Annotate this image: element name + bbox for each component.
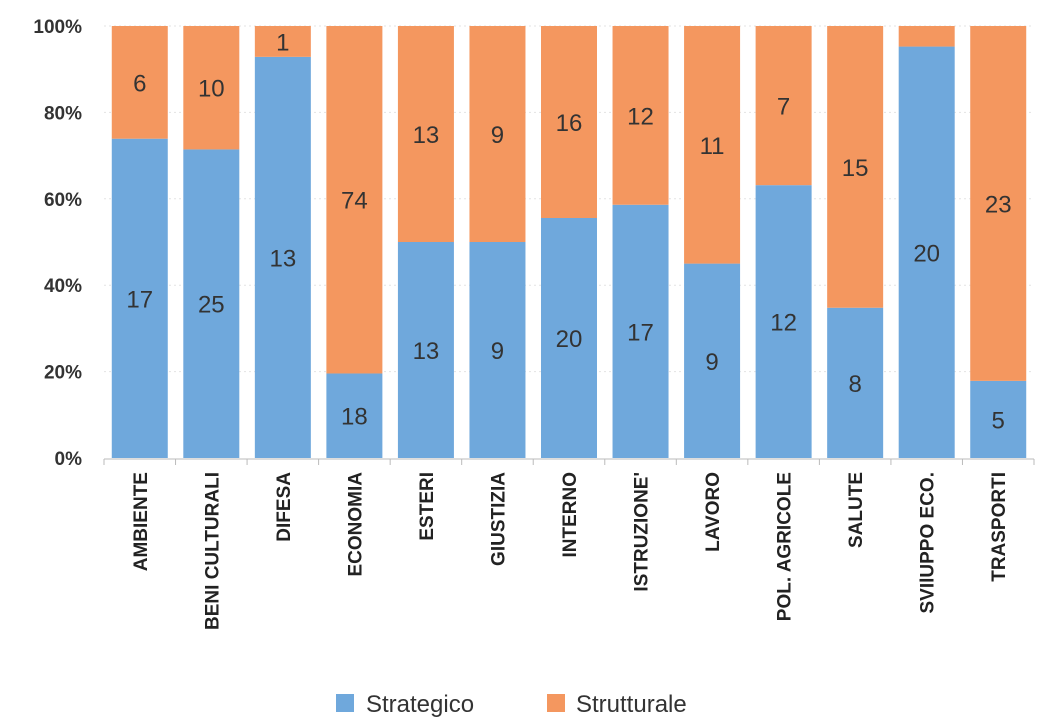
bar-strutturale [111,26,168,139]
bar-strutturale [326,26,383,374]
bar-strutturale [397,26,454,242]
y-tick-label: 0% [55,449,83,470]
bar-strategico [254,56,311,458]
bar-strutturale [898,26,955,47]
data-label-strategico: 5 [992,407,1005,434]
data-label-strutturale: 9 [491,122,504,149]
x-tick-label: INTERNO [560,472,581,558]
data-label-strutturale: 10 [198,76,225,103]
data-label-strutturale: 74 [341,188,368,215]
y-tick-label: 20% [44,363,82,384]
bar-strategico [684,263,741,458]
x-tick-label: SVIlUPPO ECO. [918,472,939,613]
x-tick-label: ISTRUZIONE' [632,472,653,592]
bar-strutturale [612,26,669,205]
data-label-strategico: 18 [341,404,368,431]
x-tick-label: ECONOMIA [345,472,366,577]
legend-label-strutturale: Strutturale [576,691,687,718]
x-tick-label: SALUTE [846,472,867,548]
legend: Strategico Strutturale [336,691,687,718]
x-tick-label: POL. AGRICOLE [775,472,796,621]
x-tick-label: BENI CULTURALI [202,472,223,630]
data-label-strategico: 9 [491,338,504,365]
bars [111,26,1027,458]
data-label-strutturale: 13 [413,122,440,149]
data-label-strutturale: 23 [985,191,1012,218]
bar-strategico [541,218,597,458]
data-label-strategico: 17 [627,319,654,346]
bar-strategico [827,307,884,458]
bar-strutturale [469,26,526,242]
x-tick-label: DIFESA [274,472,295,542]
legend-label-strategico: Strategico [366,691,474,718]
bar-strategico [469,242,526,458]
data-label-strutturale: 1 [276,29,289,56]
y-tick-label: 80% [44,103,82,124]
bar-strategico [111,138,168,458]
bar-strutturale [684,26,741,264]
data-label-strategico: 25 [198,292,225,319]
bar-strutturale [254,26,311,57]
bar-strategico [326,373,383,458]
data-label-strutturale: 15 [842,155,869,182]
y-tick-label: 40% [44,276,82,297]
data-label-strategico: 8 [848,371,861,398]
data-label-strategico: 13 [269,245,296,272]
data-label-strategico: 13 [413,338,440,365]
x-tick-label: GIUSTIZIA [488,472,509,566]
bar-strategico [755,185,812,458]
data-label-strutturale: 12 [627,103,654,130]
legend-swatch-strategico [336,694,354,712]
x-tick-label: ESTERI [417,472,438,541]
bar-strategico [183,149,240,458]
data-label-strategico: 20 [556,326,583,353]
bar-strutturale [541,26,597,218]
data-labels: 17 6 25 10 13 1 18 74 13 13 9 9 20 16 17 12 9 11 12 7 8 15 20 5… [126,29,1011,434]
data-label-strutturale: 6 [133,70,146,97]
axes: 0% 20% 40% 60% 80% 100% AMBIENTE BENI CULTURALI… [33,17,1035,630]
data-label-strategico: 20 [913,240,940,267]
bar-strategico [970,380,1027,458]
x-tick-label: AMBIENTE [131,472,152,571]
data-label-strutturale: 7 [777,94,790,121]
x-tick-label: LAVORO [703,472,724,552]
legend-swatch-strutturale [547,694,565,712]
bar-strategico [397,242,454,458]
bar-strategico [612,204,669,458]
data-label-strategico: 9 [705,349,718,376]
data-label-strutturale: 16 [556,110,583,137]
bar-strutturale [970,26,1027,381]
y-tick-label: 60% [44,190,82,211]
bar-strutturale [183,26,240,150]
bar-strutturale [827,26,884,308]
y-tick-label: 100% [33,17,82,38]
bar-strategico [898,46,955,458]
bar-strutturale [755,26,812,186]
data-label-strategico: 17 [126,286,153,313]
x-tick-label: TRASPORTI [989,472,1010,582]
data-label-strutturale: 11 [700,133,725,160]
data-label-strategico: 12 [770,310,797,337]
